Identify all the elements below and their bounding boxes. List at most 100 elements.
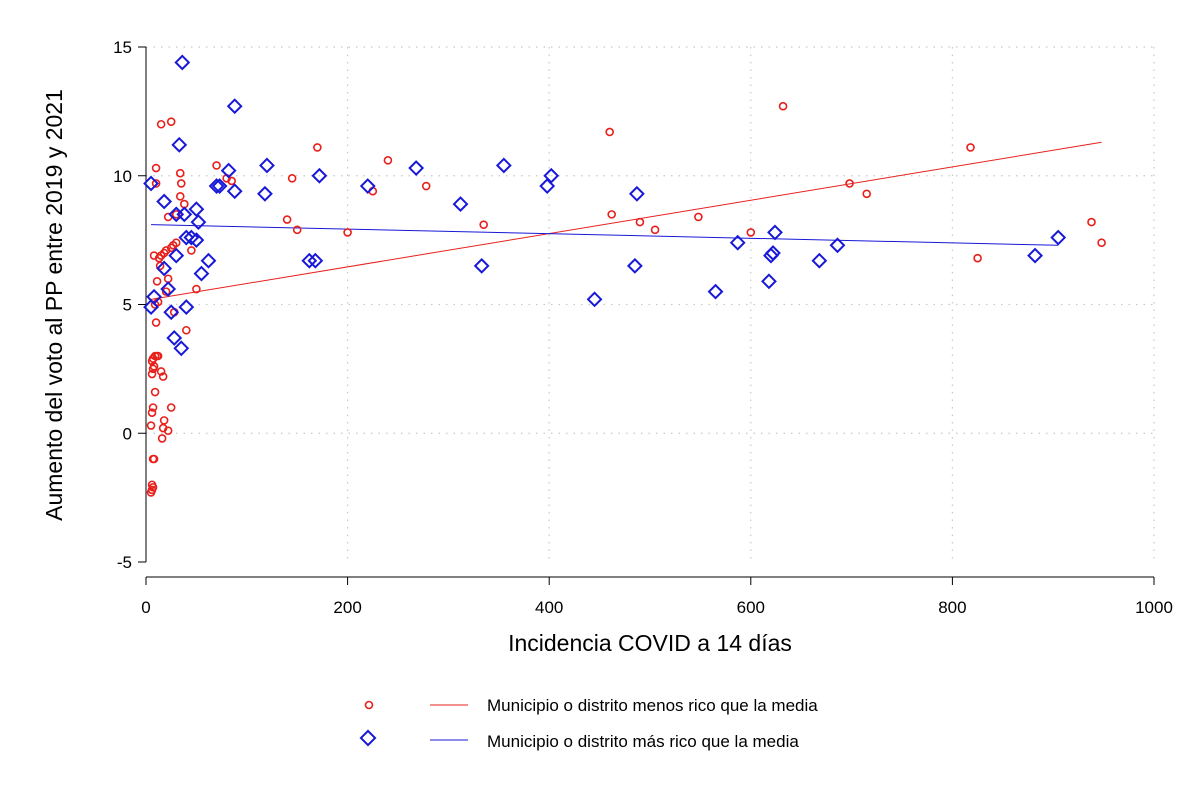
data-point-series-1 <box>159 416 169 425</box>
data-point-series-1 <box>1097 238 1106 247</box>
data-point-series-1 <box>227 176 236 186</box>
legend-label-series-1: Municipio o distrito menos rico que la m… <box>487 696 818 715</box>
data-point-series-2 <box>226 183 243 200</box>
data-point-series-1 <box>152 277 162 286</box>
data-point-series-2 <box>495 157 512 174</box>
data-point-series-1 <box>149 251 159 260</box>
data-point-series-2 <box>359 178 376 194</box>
y-axis-title: Aumento del voto al PP entre 2019 y 2021 <box>41 89 67 521</box>
data-point-series-1 <box>746 228 756 237</box>
data-point-series-2 <box>208 178 225 194</box>
grid-lines <box>146 46 1155 562</box>
data-point-series-1 <box>157 434 167 443</box>
data-point-series-2 <box>1027 247 1043 264</box>
y-tick-label: 0 <box>123 424 132 443</box>
x-axis-title: Incidencia COVID a 14 días <box>508 630 792 656</box>
y-tick-label: 5 <box>123 296 132 315</box>
data-point-series-1 <box>147 480 157 490</box>
data-point-series-2 <box>626 257 643 274</box>
data-point-series-2 <box>729 234 746 251</box>
data-point-series-1 <box>778 101 788 111</box>
data-point-series-1 <box>166 117 176 126</box>
data-point-series-2 <box>829 237 846 254</box>
data-point-series-2 <box>178 229 195 246</box>
data-point-series-1 <box>175 192 185 201</box>
data-point-series-2 <box>539 178 556 194</box>
data-point-series-1 <box>151 179 161 188</box>
data-point-series-1 <box>966 143 975 152</box>
data-point-series-1 <box>146 421 156 430</box>
data-point-series-1 <box>605 127 614 137</box>
data-point-series-1 <box>155 261 165 271</box>
data-point-series-2 <box>188 201 205 218</box>
data-point-series-1 <box>156 119 166 129</box>
data-point-series-2 <box>765 245 781 261</box>
legend-marker-series-2 <box>359 729 377 747</box>
fit-line-series-2 <box>151 224 1059 246</box>
x-tick-label: 400 <box>535 598 563 617</box>
data-point-series-1 <box>343 228 352 237</box>
data-point-series-2 <box>257 185 273 202</box>
data-points <box>143 54 1106 497</box>
data-point-series-2 <box>156 260 173 277</box>
data-point-series-2 <box>174 54 191 71</box>
data-point-series-1 <box>845 179 854 188</box>
data-point-series-2 <box>259 157 275 174</box>
data-point-series-1 <box>287 174 297 183</box>
data-point-series-1 <box>149 361 159 371</box>
data-point-series-2 <box>188 232 205 249</box>
x-tick-label: 600 <box>737 598 765 617</box>
data-point-series-1 <box>153 351 163 361</box>
data-point-series-2 <box>408 160 425 176</box>
x-tick-label: 1000 <box>1135 598 1173 617</box>
data-point-series-2 <box>166 330 183 346</box>
data-point-series-2 <box>156 193 173 210</box>
data-point-series-2 <box>586 291 603 308</box>
data-point-series-1 <box>150 387 160 397</box>
data-point-series-1 <box>607 210 616 219</box>
data-point-series-2 <box>211 178 228 194</box>
data-point-series-1 <box>292 225 302 235</box>
x-tick-label: 200 <box>333 598 361 617</box>
data-point-series-1 <box>479 220 488 229</box>
data-point-series-1 <box>694 212 703 222</box>
data-point-series-1 <box>151 318 161 327</box>
data-point-series-1 <box>862 189 872 199</box>
data-point-series-2 <box>200 252 217 269</box>
data-point-series-1 <box>148 403 158 412</box>
fit-lines <box>150 141 1102 300</box>
data-point-series-1 <box>149 454 159 464</box>
data-point-series-2 <box>301 252 318 269</box>
data-point-series-2 <box>168 247 185 264</box>
data-point-series-1 <box>147 369 157 379</box>
data-point-series-2 <box>543 167 560 184</box>
axes: -5 0 5 10 15 0 200 400 600 800 1000 <box>113 38 1173 617</box>
data-point-series-1 <box>163 426 173 435</box>
data-point-series-1 <box>151 163 161 173</box>
data-point-series-2 <box>176 206 193 223</box>
data-point-series-2 <box>311 167 328 184</box>
data-point-series-2 <box>143 299 159 315</box>
data-point-series-2 <box>1050 229 1067 246</box>
data-point-series-1 <box>650 225 660 235</box>
data-point-series-1 <box>1087 217 1096 227</box>
y-tick-label: 15 <box>113 38 132 57</box>
data-point-series-2 <box>767 224 783 241</box>
data-point-series-1 <box>192 284 201 294</box>
data-point-series-1 <box>212 161 221 170</box>
data-point-series-2 <box>761 273 777 290</box>
data-point-series-2 <box>220 162 237 179</box>
data-point-series-1 <box>421 181 431 191</box>
data-point-series-2 <box>193 265 210 282</box>
x-tick-label: 0 <box>141 598 150 617</box>
legend-marker-series-1 <box>364 700 374 710</box>
x-tick-label: 800 <box>938 598 966 617</box>
data-point-series-1 <box>383 156 393 165</box>
data-point-series-2 <box>143 175 159 192</box>
data-point-series-2 <box>226 98 243 115</box>
data-point-series-1 <box>156 367 166 376</box>
data-point-series-1 <box>161 287 171 296</box>
data-point-series-1 <box>171 238 181 247</box>
data-point-series-2 <box>628 185 645 202</box>
